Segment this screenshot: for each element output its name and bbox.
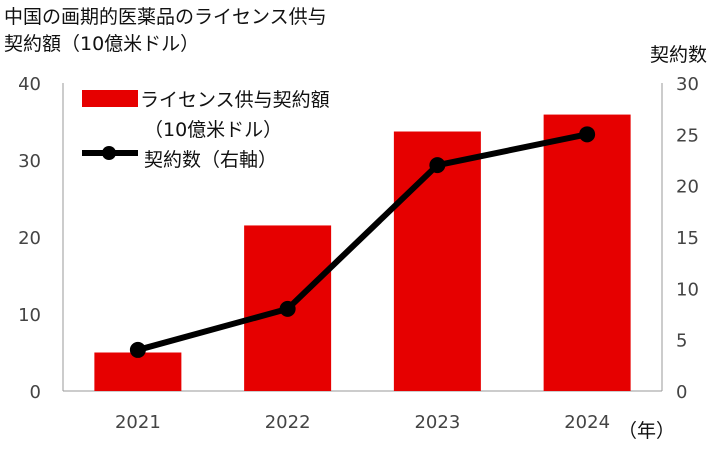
line-group: [129, 126, 596, 358]
right-tick-label: 25: [676, 125, 699, 146]
axes-group: 0 10 20 30 40 0 5 10 15 20 25 30 2021 2022 2023 2024: [18, 74, 699, 433]
right-tick-label: 5: [676, 331, 687, 352]
x-tick-label: 2024: [564, 412, 610, 433]
left-tick-label: 10: [18, 305, 41, 326]
legend-bar-label-line1: ライセンス供与契約額: [140, 89, 330, 111]
left-tick-label: 30: [18, 151, 41, 172]
bar: [543, 114, 631, 391]
legend: ライセンス供与契約額 （10億米ドル） 契約数（右軸）: [82, 89, 330, 171]
line-point: [429, 157, 446, 174]
left-tick-label: 20: [18, 228, 41, 249]
right-tick-label: 10: [676, 279, 699, 300]
line-point: [579, 126, 596, 143]
legend-bar-label-line2: （10億米ドル）: [144, 119, 282, 141]
x-tick-label: 2023: [414, 412, 460, 433]
right-tick-label: 30: [676, 74, 699, 95]
right-tick-label: 15: [676, 228, 699, 249]
x-tick-label: 2021: [115, 412, 161, 433]
legend-line-label: 契約数（右軸）: [144, 149, 277, 171]
right-tick-label: 0: [676, 382, 687, 403]
left-tick-label: 0: [30, 382, 41, 403]
right-axis-title: 契約数: [649, 44, 707, 66]
bars-group: [94, 114, 631, 391]
right-tick-label: 20: [676, 177, 699, 198]
bar: [393, 131, 481, 391]
bar: [94, 352, 182, 391]
x-axis-unit: （年）: [618, 420, 675, 442]
chart-title-line2: 契約額（10億米ドル）: [4, 33, 200, 55]
left-tick-label: 40: [18, 74, 41, 95]
chart-title: 中国の画期的医薬品のライセンス供与 契約額（10億米ドル）: [4, 4, 327, 58]
legend-line-marker: [102, 146, 116, 160]
x-tick-label: 2022: [265, 412, 311, 433]
line-point: [279, 300, 296, 317]
series-line: [137, 131, 588, 353]
legend-bar-swatch: [82, 90, 138, 107]
line-point: [129, 341, 146, 358]
chart-title-line1: 中国の画期的医薬品のライセンス供与: [4, 6, 327, 28]
